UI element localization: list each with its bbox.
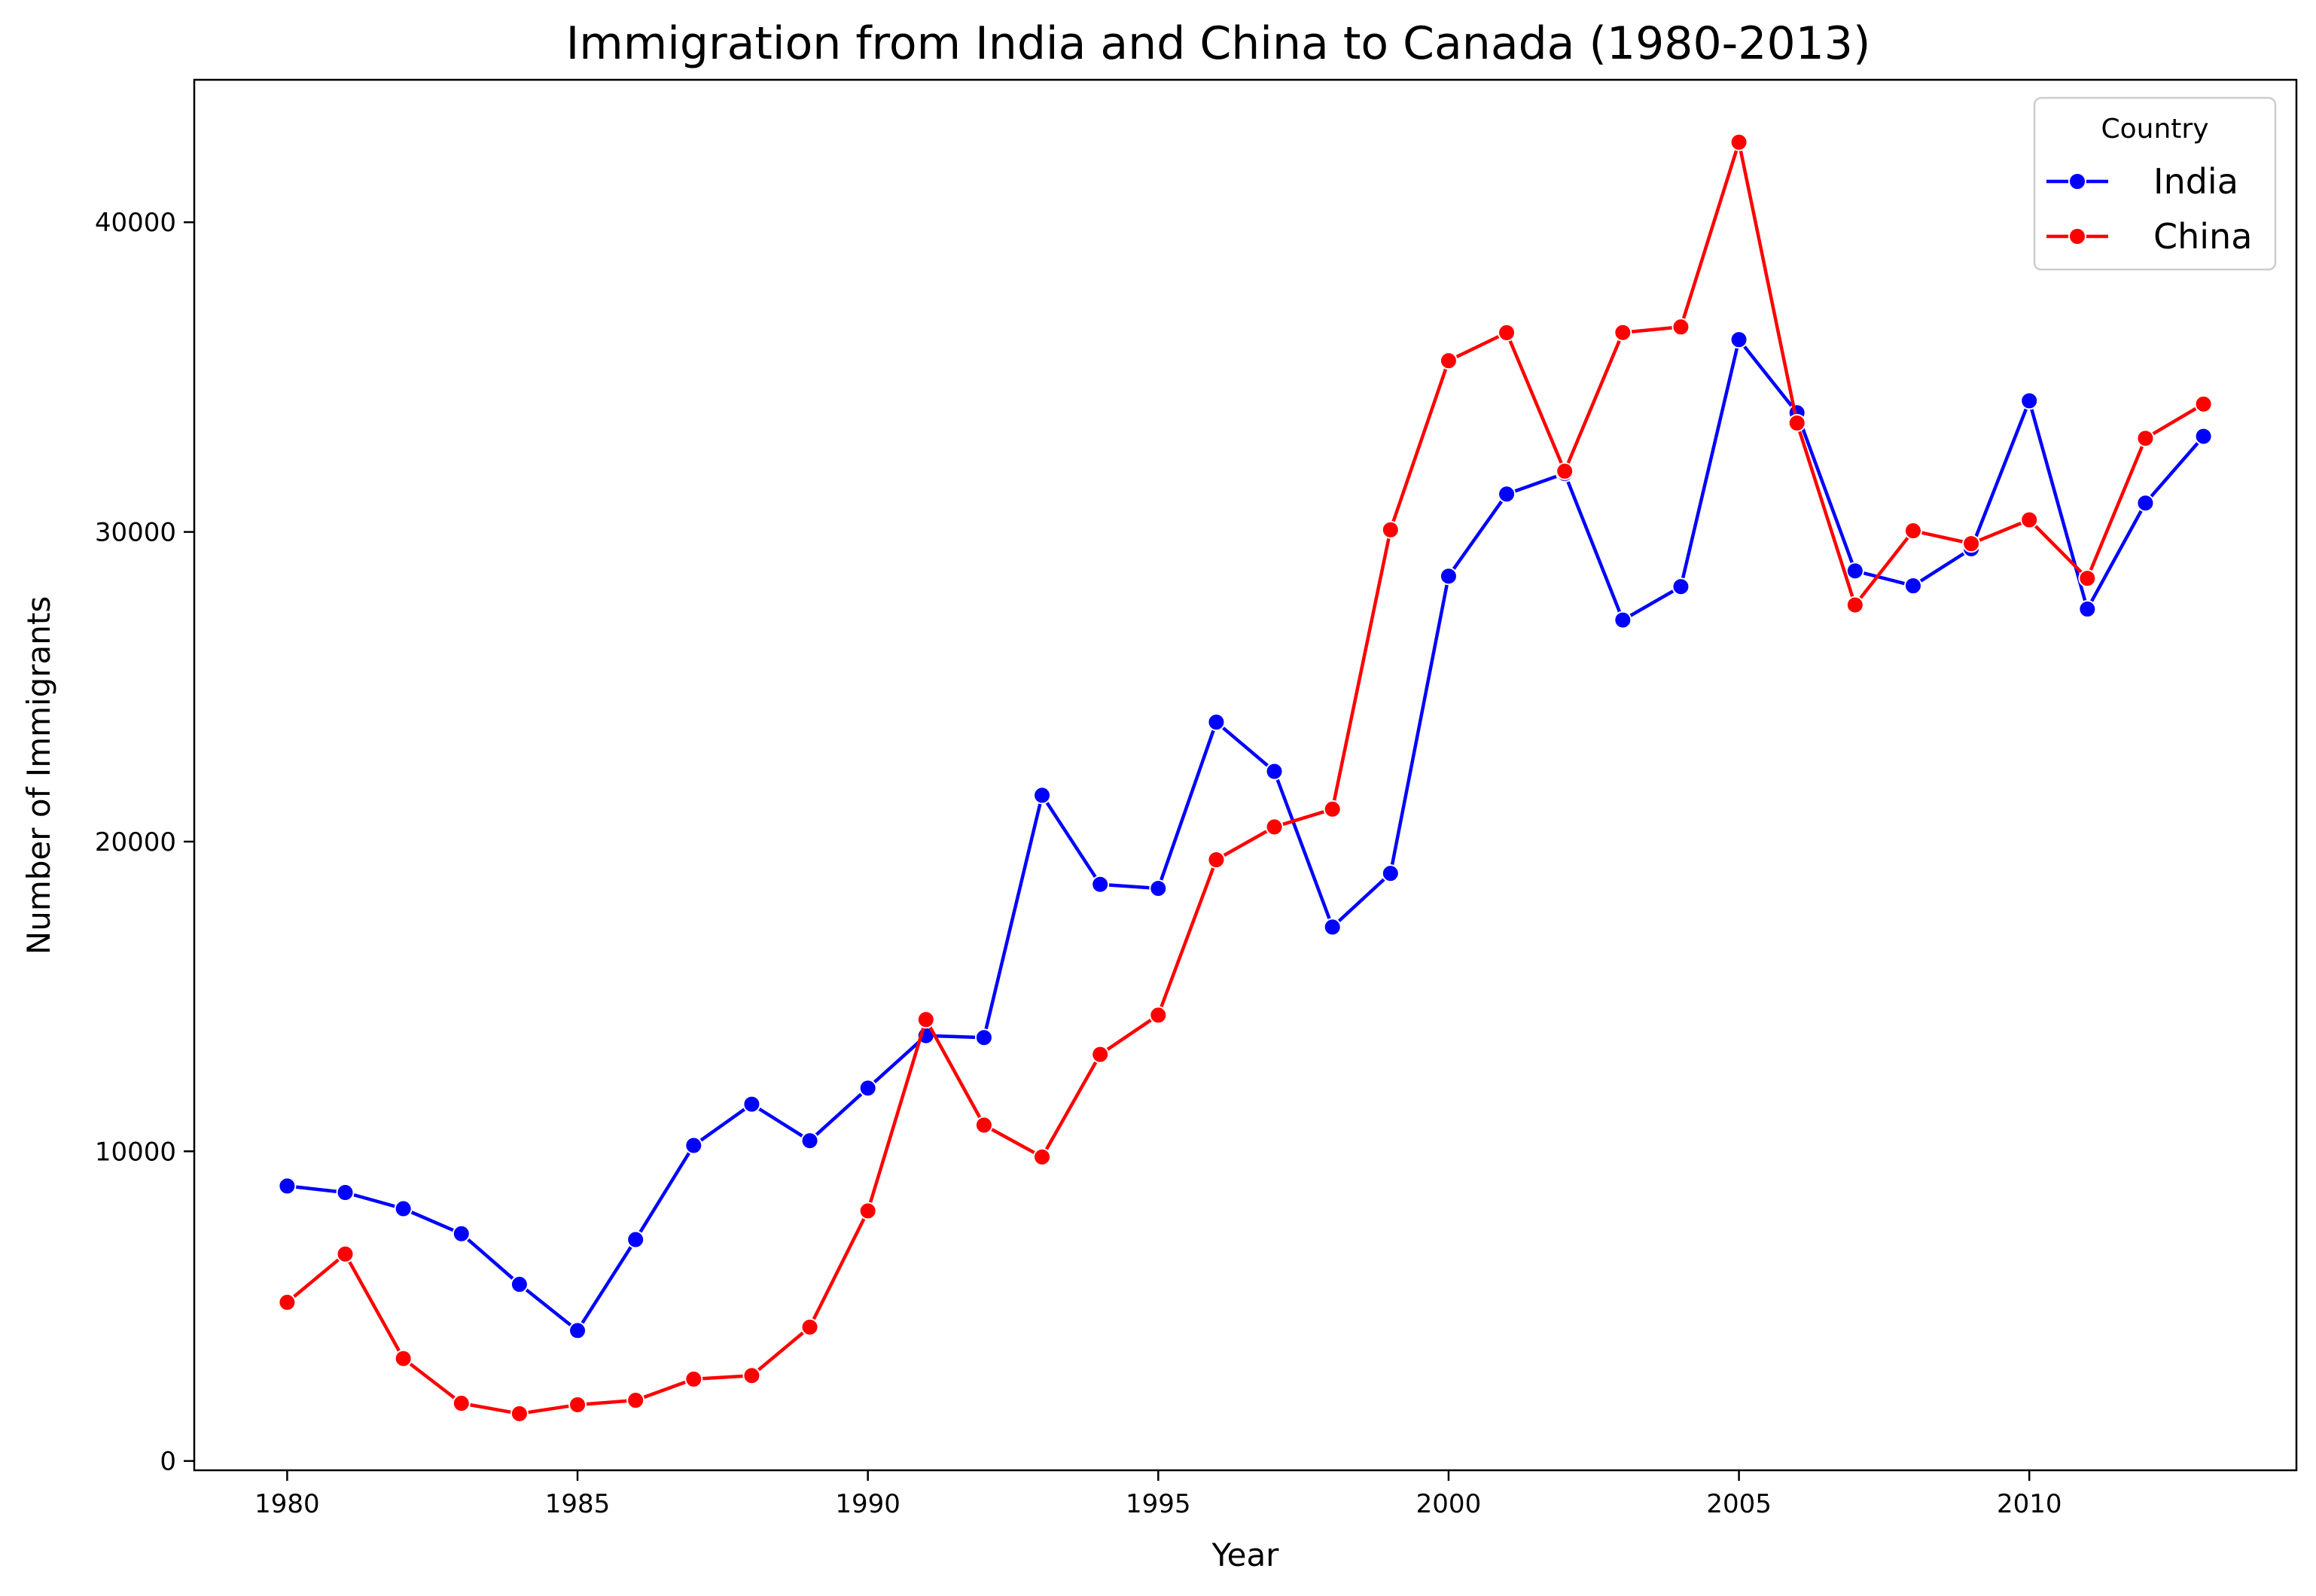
data-point-india <box>1207 713 1226 732</box>
legend-marker-india <box>2068 172 2086 190</box>
data-point-india <box>1091 875 1110 894</box>
data-point-china <box>1265 818 1284 836</box>
legend-label-china: China <box>2153 216 2252 257</box>
data-point-china <box>1033 1147 1052 1166</box>
data-point-china <box>510 1404 529 1423</box>
data-point-china <box>1149 1006 1168 1025</box>
data-point-china <box>452 1394 471 1413</box>
data-point-china <box>278 1293 297 1311</box>
x-tick-label: 1980 <box>254 1489 320 1519</box>
data-point-china <box>916 1010 935 1029</box>
data-point-china <box>568 1395 587 1414</box>
axes: 1980 1985 1990 1995 2000 2005 2010 0 10000 20000 3… <box>95 208 2062 1519</box>
data-point-china <box>1207 851 1226 870</box>
x-tick-label: 2000 <box>1416 1489 1482 1519</box>
data-point-china <box>1729 132 1748 151</box>
data-point-china <box>2194 394 2213 413</box>
legend-marker-china <box>2068 227 2086 245</box>
y-axis-label: Number of Immigrants <box>20 596 57 955</box>
data-point-india <box>394 1199 413 1218</box>
data-point-china <box>1556 461 1574 480</box>
data-point-china <box>974 1116 993 1135</box>
data-point-india <box>742 1095 761 1113</box>
plot-area <box>278 132 2213 1423</box>
data-point-china <box>1845 595 1864 614</box>
data-point-india <box>626 1230 645 1249</box>
series-line-india <box>287 337 2205 1333</box>
data-point-china <box>1091 1045 1110 1064</box>
data-point-india <box>2020 391 2039 410</box>
data-point-china <box>2020 510 2039 529</box>
x-tick-label: 2005 <box>1706 1489 1772 1519</box>
data-point-china <box>684 1369 703 1388</box>
data-point-china <box>800 1317 819 1336</box>
data-point-india <box>1845 562 1864 580</box>
data-point-india <box>1729 330 1748 349</box>
y-tick-label: 0 <box>160 1447 176 1477</box>
x-tick-label: 1985 <box>545 1489 611 1519</box>
y-tick-label: 10000 <box>95 1137 176 1167</box>
data-point-china <box>1962 535 1981 553</box>
axes-frame <box>193 78 2298 1472</box>
data-point-china <box>2078 569 2097 588</box>
data-point-india <box>2194 427 2213 446</box>
data-point-india <box>510 1275 529 1294</box>
x-tick-label: 1995 <box>1126 1489 1191 1519</box>
data-point-china <box>1903 522 1922 541</box>
data-point-china <box>336 1244 355 1263</box>
data-point-india <box>452 1224 471 1243</box>
data-point-china <box>1323 800 1342 818</box>
x-tick-label: 1990 <box>835 1489 900 1519</box>
data-point-india <box>1033 786 1052 805</box>
data-point-china <box>742 1366 761 1385</box>
data-point-india <box>2136 494 2155 513</box>
data-point-india <box>974 1028 993 1047</box>
data-point-china <box>2136 429 2155 448</box>
data-point-india <box>800 1132 819 1150</box>
data-point-india <box>684 1136 703 1155</box>
legend: Country India China <box>2033 96 2277 271</box>
data-point-china <box>1381 520 1400 539</box>
data-point-india <box>858 1079 877 1098</box>
data-point-india <box>1265 762 1284 781</box>
data-point-india <box>1381 864 1400 883</box>
data-point-india <box>1903 577 1922 595</box>
y-tick-label: 40000 <box>95 208 176 238</box>
data-point-india <box>2078 600 2097 619</box>
data-point-china <box>394 1349 413 1368</box>
x-axis-label: Year <box>1211 1537 1280 1573</box>
chart-title: Immigration from India and China to Cana… <box>566 17 1871 70</box>
y-tick-label: 30000 <box>95 518 176 548</box>
data-point-india <box>1323 918 1342 937</box>
data-point-india <box>568 1321 587 1340</box>
y-tick-label: 20000 <box>95 827 176 857</box>
data-point-china <box>1787 413 1806 432</box>
data-point-india <box>336 1183 355 1202</box>
data-point-india <box>1439 567 1458 586</box>
data-point-china <box>1671 318 1690 337</box>
data-point-china <box>1498 323 1516 342</box>
data-point-china <box>1439 352 1458 370</box>
data-point-india <box>1149 879 1168 898</box>
legend-box <box>2033 96 2277 271</box>
data-point-china <box>1614 323 1632 342</box>
legend-label-india: India <box>2153 161 2238 202</box>
data-point-india <box>1671 577 1690 596</box>
legend-title: Country <box>2101 114 2208 145</box>
data-point-china <box>626 1391 645 1410</box>
data-point-india <box>1498 485 1516 504</box>
data-point-india <box>1614 611 1632 629</box>
x-tick-label: 2010 <box>1997 1489 2062 1519</box>
data-point-china <box>858 1202 877 1220</box>
series-line-china <box>285 140 2205 1416</box>
data-point-india <box>278 1177 297 1195</box>
